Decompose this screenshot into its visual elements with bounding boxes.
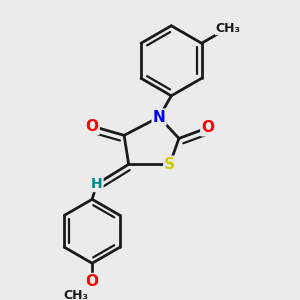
Text: CH₃: CH₃ xyxy=(215,22,241,34)
Text: O: O xyxy=(201,120,214,135)
Text: S: S xyxy=(164,157,175,172)
Text: N: N xyxy=(153,110,166,124)
Text: O: O xyxy=(85,274,99,289)
Text: O: O xyxy=(85,119,99,134)
Text: H: H xyxy=(91,177,103,191)
Text: CH₃: CH₃ xyxy=(63,289,88,300)
